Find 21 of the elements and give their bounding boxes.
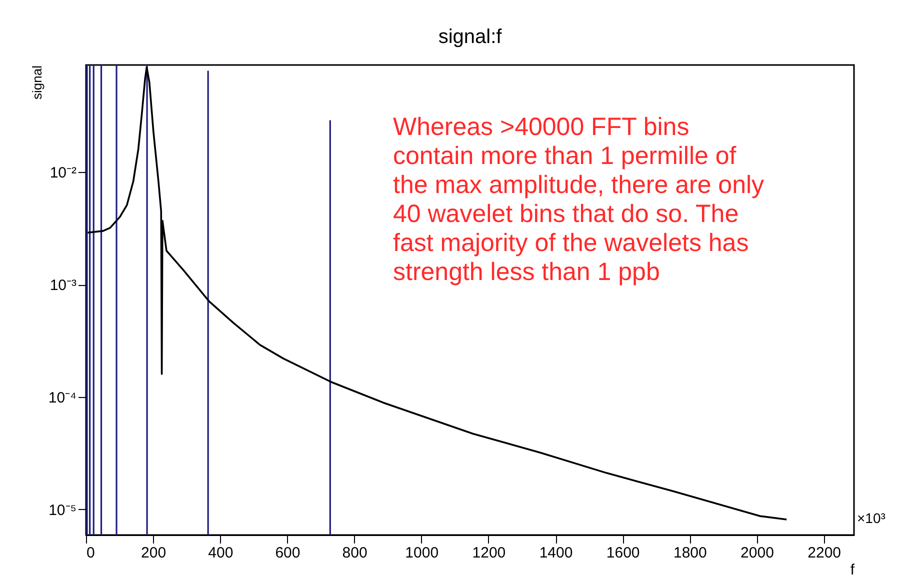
y-tick-label: 10⁻⁵: [48, 502, 76, 519]
x-tick-label: 800: [342, 544, 368, 562]
x-tick-label: 2000: [740, 544, 774, 562]
x-tick-label: 1200: [472, 544, 506, 562]
x-tick-label: 400: [208, 544, 234, 562]
y-tick-label: 10⁻⁴: [48, 389, 76, 406]
y-tick-label: 10⁻²: [50, 164, 76, 182]
x-axis-title: f: [850, 562, 856, 578]
chart-title: signal:f: [438, 26, 502, 48]
annotation: Whereas >40000 FFT bins contain more than 1 permille of the max amplitude, there are only 40 wavelet bins that do so. The fast majority of the wavelets has strength less than 1 ppb: [393, 113, 765, 286]
x-tick-label: 200: [141, 544, 166, 562]
x-tick-label: 2200: [808, 544, 842, 562]
x-tick-label: 1800: [673, 544, 707, 562]
x-tick-label: 1000: [405, 544, 439, 562]
x-tick-label: 1400: [539, 544, 573, 562]
x-tick-label: 0: [86, 544, 95, 562]
x-tick-label: 600: [275, 544, 300, 562]
text: ×10³: [857, 510, 886, 526]
x-tick-label: 1600: [606, 544, 640, 562]
y-axis-title: signal: [29, 65, 44, 100]
y-tick-label: 10⁻³: [50, 277, 76, 294]
